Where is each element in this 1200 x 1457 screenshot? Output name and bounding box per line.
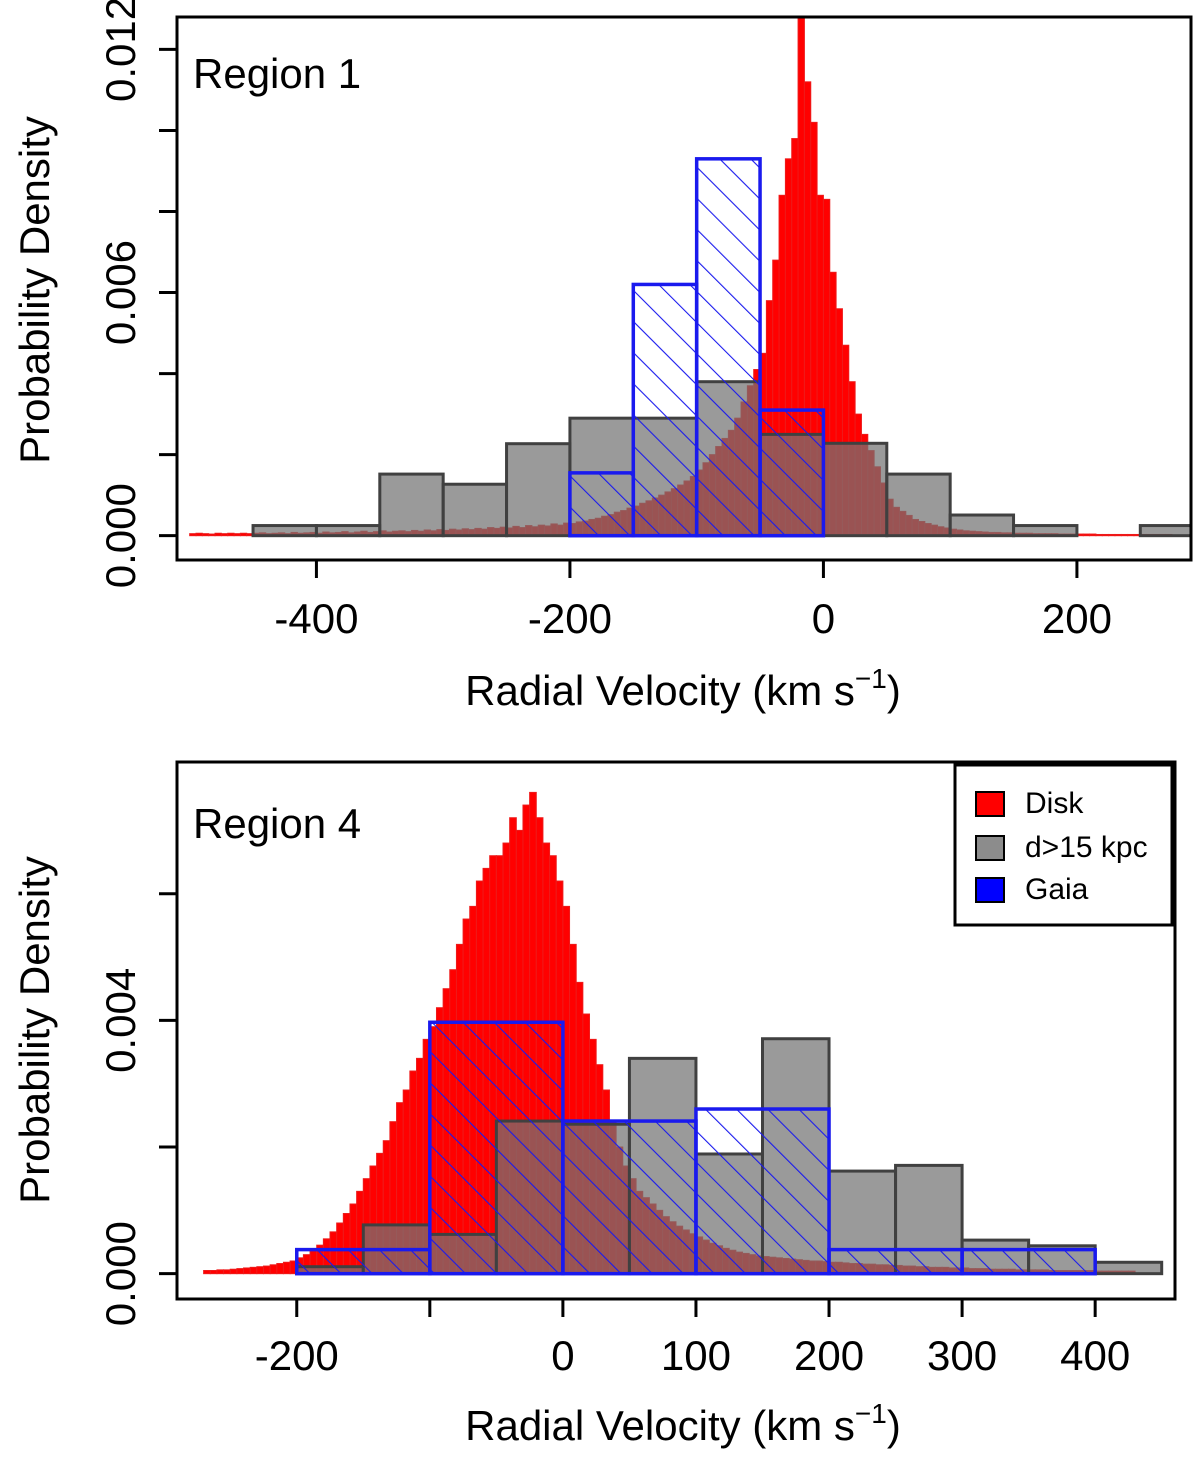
x-axis-label: Radial Velocity (km s−1) [465,1398,901,1449]
x-axis-label: Radial Velocity (km s−1) [465,663,901,714]
disk-bar [239,532,248,537]
x-tick-label: -400 [274,595,358,642]
panel-label: Region 4 [193,800,361,847]
disk-bar [203,1270,211,1275]
legend: Disk d>15 kpc Gaia [953,763,1174,927]
disk-bar [208,533,216,537]
disk-bar [1095,533,1103,537]
disk-bar [233,533,241,537]
gaia-bar [428,1020,565,1276]
x-tick-label: -200 [528,595,612,642]
far-bar [1012,524,1079,538]
disk-bar [262,1265,271,1275]
gaia-histogram [568,157,826,538]
far-bar [251,524,318,538]
y-axis-label: Probability Density [11,116,58,464]
x-tick-label: 0 [551,1332,574,1379]
y-tick-label: 0.012 [97,0,144,102]
panel-label: Region 1 [193,50,361,97]
disk-bar [1114,533,1122,537]
legend-swatch-gaia [975,877,1005,903]
disk-bar [227,532,235,537]
x-tick-label: 400 [1060,1332,1130,1379]
gaia-bar [631,282,699,538]
disk-bar [243,1267,251,1275]
disk-bar [223,1269,231,1275]
y-axis: 0.000 0.004 [97,892,179,1326]
x-tick-label: 100 [661,1332,731,1379]
legend-label-gaia: Gaia [1025,873,1089,906]
legend-swatch-disk [975,791,1005,817]
legend-swatch-far [975,835,1005,861]
disk-bar [229,1268,238,1275]
disk-bar [220,533,229,537]
x-tick-label: 200 [794,1332,864,1379]
disk-bar [269,1264,278,1275]
gaia-bar [568,471,636,538]
x-tick-label: -200 [255,1332,339,1379]
gaia-bar [694,157,762,538]
far-bar [314,524,382,538]
x-axis: -200 0 100 200 300 400 [255,1297,1130,1379]
panel-region-4: -200 0 100 200 300 400 0.000 0.004 Region 4 Ra… [11,760,1177,1449]
disk-bar [276,1263,284,1275]
disk-bar [282,1261,291,1275]
far-bar [1093,1260,1164,1276]
y-tick-label: 0.000 [97,1221,144,1326]
far-bar [441,482,509,538]
far-bar [948,513,1016,538]
x-axis: -400 -200 0 200 [274,558,1112,642]
disk-bar [201,533,210,537]
y-tick-label: 0.006 [97,240,144,345]
disk-bar [195,532,203,537]
disk-bar [216,1269,225,1275]
disk-bar [1127,533,1135,537]
gaia-bar [827,1247,964,1276]
gaia-bar [960,1247,1097,1276]
legend-label-disk: Disk [1025,787,1084,820]
legend-label-far: d>15 kpc [1025,831,1148,864]
disk-bar [1089,533,1097,537]
far-bar [378,472,445,538]
y-tick-label: 0.004 [97,968,144,1073]
disk-bar [189,533,197,537]
far-bar [1138,524,1191,538]
gaia-bar [694,1107,831,1276]
x-tick-label: 200 [1042,595,1112,642]
gaia-bar [561,1119,698,1276]
disk-bar [236,1268,245,1275]
disk-bar [1082,533,1091,537]
x-tick-label: 0 [812,595,835,642]
disk-bar [1120,533,1129,537]
panel-region-1: -400 -200 0 200 0.000 0.006 0.012 Region 1 Ra… [11,0,1193,714]
y-axis-label: Probability Density [11,856,58,1204]
disk-bar [1108,533,1116,537]
gaia-histogram [295,1020,1097,1276]
far-bar [885,472,952,538]
y-tick-label: 0.000 [97,483,144,588]
disk-bar [256,1266,264,1275]
disk-bar [1101,533,1110,537]
y-axis: 0.000 0.006 0.012 [97,0,179,588]
disk-bar [249,1266,258,1275]
far-bar [505,442,572,538]
gaia-bar [295,1247,432,1276]
disk-bar [214,532,222,537]
x-tick-label: 300 [927,1332,997,1379]
disk-bar [209,1270,218,1275]
gaia-bar [758,408,826,538]
far-bar [821,441,889,538]
